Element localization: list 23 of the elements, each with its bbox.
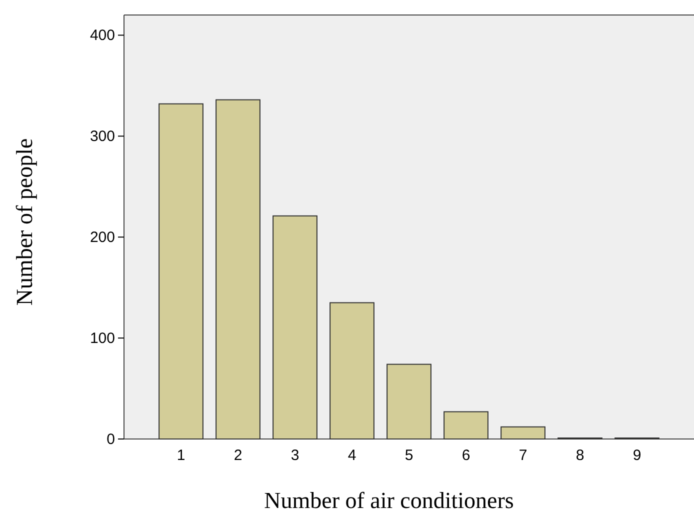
bar bbox=[500, 426, 546, 440]
x-tick-label: 7 bbox=[518, 447, 528, 464]
x-tick-label: 6 bbox=[462, 447, 470, 464]
bar bbox=[330, 302, 374, 440]
x-tick-label: 5 bbox=[404, 447, 414, 464]
bar bbox=[216, 99, 260, 440]
x-tick-label: 4 bbox=[348, 447, 356, 464]
x-tick-label: 1 bbox=[176, 447, 186, 464]
y-tick-label: 300 bbox=[90, 128, 115, 145]
x-axis-title: Number of air conditioners bbox=[264, 488, 514, 513]
y-tick-label: 0 bbox=[106, 430, 115, 448]
x-tick-label: 2 bbox=[234, 447, 242, 464]
x-tick-label: 3 bbox=[290, 447, 300, 464]
y-tick-label: 100 bbox=[90, 330, 115, 347]
y-tick-label: 400 bbox=[90, 26, 115, 44]
y-tick-label: 200 bbox=[90, 228, 115, 246]
x-tick-label: 8 bbox=[576, 447, 584, 464]
bar bbox=[158, 103, 204, 440]
bar bbox=[444, 411, 488, 440]
bar bbox=[272, 215, 318, 440]
x-tick-label: 9 bbox=[632, 447, 642, 464]
y-axis-title: Number of people bbox=[12, 138, 37, 306]
bar bbox=[386, 364, 432, 440]
